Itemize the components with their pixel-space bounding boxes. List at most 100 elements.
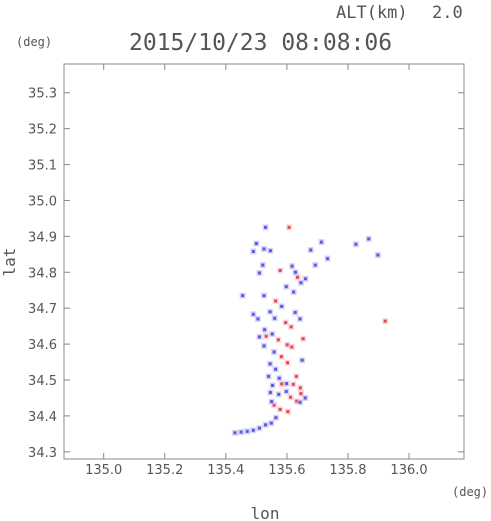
data-point <box>246 430 249 433</box>
data-point <box>286 410 289 413</box>
data-point <box>296 276 299 279</box>
x-tick-label: 135.6 <box>268 463 305 478</box>
y-tick-label: 35.1 <box>28 159 57 174</box>
y-tick-label: 34.6 <box>28 338 57 353</box>
data-point <box>285 390 288 393</box>
y-axis-label: lat <box>0 248 19 277</box>
x-tick-label: 135.4 <box>207 463 244 478</box>
data-point <box>277 393 280 396</box>
data-point <box>269 249 272 252</box>
x-axis-label: lon <box>251 504 280 521</box>
data-point <box>252 250 255 253</box>
data-point <box>301 359 304 362</box>
data-point <box>258 427 261 430</box>
data-point <box>273 317 276 320</box>
data-point <box>299 386 302 389</box>
data-point <box>286 343 289 346</box>
data-point <box>285 382 288 385</box>
data-point <box>274 300 277 303</box>
data-point <box>267 375 270 378</box>
plot-frame <box>64 64 464 459</box>
data-point <box>299 392 302 395</box>
data-point <box>263 294 266 297</box>
data-point <box>292 383 295 386</box>
data-point <box>269 391 272 394</box>
y-tick-label: 34.4 <box>28 410 57 425</box>
data-point <box>304 277 307 280</box>
data-point <box>256 317 259 320</box>
x-axis-unit: (deg) <box>452 485 488 499</box>
data-point <box>255 242 258 245</box>
data-point <box>280 305 283 308</box>
data-point <box>241 294 244 297</box>
data-point <box>271 384 274 387</box>
data-point <box>384 320 387 323</box>
data-point <box>299 401 302 404</box>
altitude-value: 2.0 <box>432 3 463 23</box>
data-point <box>258 335 261 338</box>
data-point <box>286 361 289 364</box>
data-point <box>277 338 280 341</box>
data-point <box>284 321 287 324</box>
data-point <box>274 416 277 419</box>
data-point <box>263 247 266 250</box>
data-point <box>309 249 312 252</box>
data-point <box>294 271 297 274</box>
data-point <box>320 241 323 244</box>
data-point <box>240 431 243 434</box>
data-point <box>233 431 236 434</box>
data-point <box>273 350 276 353</box>
y-tick-label: 35.3 <box>28 87 57 102</box>
data-point <box>280 355 283 358</box>
data-point <box>263 344 266 347</box>
x-tick-label: 135.8 <box>329 463 366 478</box>
y-axis-unit: (deg) <box>16 35 52 49</box>
data-point <box>258 271 261 274</box>
data-point <box>279 269 282 272</box>
data-point <box>295 375 298 378</box>
data-point <box>290 325 293 328</box>
data-point <box>278 377 281 380</box>
data-point <box>290 345 293 348</box>
y-tick-label: 34.5 <box>28 374 57 389</box>
data-point <box>299 281 302 284</box>
data-point <box>288 226 291 229</box>
y-tick-label: 34.7 <box>28 302 57 317</box>
data-point <box>270 400 273 403</box>
data-point <box>261 264 264 267</box>
data-point <box>326 257 329 260</box>
data-point <box>294 311 297 314</box>
data-point <box>270 422 273 425</box>
data-point <box>279 408 282 411</box>
altitude-label: ALT(km) <box>336 3 408 23</box>
data-point <box>269 362 272 365</box>
x-tick-label: 135.0 <box>85 463 122 478</box>
data-point <box>292 291 295 294</box>
data-point <box>252 313 255 316</box>
data-point <box>274 368 277 371</box>
data-point <box>291 265 294 268</box>
data-point <box>376 254 379 257</box>
data-point <box>302 337 305 340</box>
y-tick-label: 34.8 <box>28 266 57 281</box>
x-tick-label: 135.2 <box>146 463 183 478</box>
x-tick-label: 136.0 <box>390 463 427 478</box>
y-tick-label: 35.2 <box>28 123 57 138</box>
chart-title: 2015/10/23 08:08:06 <box>129 30 392 56</box>
data-point <box>271 333 274 336</box>
data-point <box>367 237 370 240</box>
data-point <box>265 335 268 338</box>
data-point <box>354 243 357 246</box>
data-point <box>285 285 288 288</box>
data-point <box>304 396 307 399</box>
data-point <box>280 382 283 385</box>
y-tick-label: 34.3 <box>28 446 57 461</box>
data-point <box>269 310 272 313</box>
y-tick-label: 35.0 <box>28 194 57 209</box>
data-point <box>252 429 255 432</box>
data-point <box>263 328 266 331</box>
data-point <box>264 226 267 229</box>
data-point <box>314 264 317 267</box>
y-tick-label: 34.9 <box>28 230 57 245</box>
